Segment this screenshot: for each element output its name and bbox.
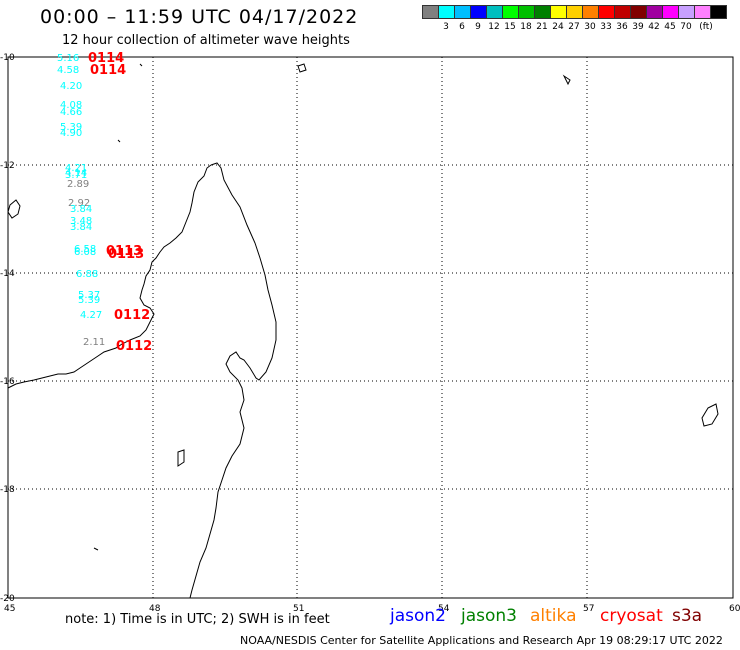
satellite-name: s3a — [672, 606, 703, 626]
color-scale-label: 6 — [459, 22, 465, 32]
wave-height-value: 2.89 — [67, 179, 89, 190]
color-scale-label: 70 — [680, 22, 692, 32]
wave-height-value: 4.20 — [60, 81, 82, 92]
wave-height-value: 6.88 — [76, 269, 98, 280]
color-scale-label: 15 — [504, 22, 516, 32]
color-scale-label: 12 — [488, 22, 500, 32]
wave-height-value: 4.58 — [57, 65, 79, 76]
island-outline — [701, 403, 719, 427]
lon-label: 51 — [293, 604, 304, 614]
color-scale-label: 18 — [520, 22, 532, 32]
wave-height-value: 3.71 — [65, 170, 87, 181]
wave-height-value: 3.84 — [70, 222, 92, 233]
wave-height-value: 2.11 — [83, 337, 105, 348]
wave-height-value: 5.39 — [60, 122, 82, 133]
lon-label: 57 — [583, 604, 594, 614]
wave-height-value: 6.58 — [74, 244, 96, 255]
wave-height-value: 5.16 — [57, 53, 79, 64]
color-scale-label: 42 — [648, 22, 660, 32]
island-outline — [7, 199, 21, 219]
lat-label: -16 — [0, 377, 15, 387]
map-frame — [7, 56, 734, 599]
island-outline — [297, 63, 307, 73]
wave-height-value: 4.90 — [60, 128, 82, 139]
footer-credit: NOAA/NESDIS Center for Satellite Applica… — [240, 634, 723, 647]
lon-label: 45 — [4, 604, 15, 614]
color-scale-unit: (ft) — [699, 22, 713, 32]
island-outline — [177, 449, 185, 467]
wave-height-value: 4.14 — [65, 168, 87, 179]
island-outline — [562, 74, 571, 86]
color-scale-label: 21 — [536, 22, 548, 32]
lat-label: -14 — [0, 269, 15, 279]
color-scale-label: 9 — [475, 22, 481, 32]
wave-height-value: 6.08 — [74, 247, 96, 258]
wave-height-value: 4.08 — [60, 100, 82, 111]
satellite-name: jason3 — [461, 606, 517, 626]
lat-label: -18 — [0, 485, 15, 495]
color-scale-label: 30 — [584, 22, 596, 32]
color-scale-label: 45 — [664, 22, 676, 32]
lon-label: 48 — [149, 604, 161, 614]
pass-time-label: 0112 — [114, 308, 150, 323]
color-scale-label: 39 — [632, 22, 644, 32]
satellite-name: jason2 — [390, 606, 446, 626]
wave-height-value: 3.84 — [70, 204, 92, 215]
pass-time-label: 0114 — [88, 51, 124, 66]
lon-label: 60 — [729, 604, 740, 614]
color-scale-label: 3 — [443, 22, 449, 32]
island-outline — [117, 139, 121, 143]
color-scale-label: 36 — [616, 22, 628, 32]
satellite-name: altika — [530, 606, 577, 626]
color-scale-label: 27 — [568, 22, 580, 32]
island-outline — [139, 63, 143, 67]
satellite-name: cryosat — [600, 606, 663, 626]
wave-height-value: 4.21 — [65, 163, 87, 174]
pass-time-label: 0113 — [108, 247, 144, 262]
footnote: note: 1) Time is in UTC; 2) SWH is in fe… — [65, 612, 330, 627]
wave-height-value: 3.48 — [70, 216, 92, 227]
lat-label: -10 — [0, 53, 15, 63]
page-subtitle: 12 hour collection of altimeter wave hei… — [62, 33, 350, 48]
pass-time-label: 0113 — [106, 244, 142, 259]
pass-time-label: 0112 — [116, 339, 152, 354]
wave-height-value: 5.39 — [78, 295, 100, 306]
wave-height-value: 5.37 — [78, 290, 100, 301]
lat-label: -20 — [0, 594, 15, 604]
wave-height-value: 4.27 — [80, 310, 102, 321]
lon-label: 54 — [438, 604, 450, 614]
lat-label: -12 — [0, 161, 15, 171]
page-title: 00:00 – 11:59 UTC 04/17/2022 — [40, 6, 359, 28]
color-swatch — [710, 5, 727, 19]
color-scale-label: 33 — [600, 22, 612, 32]
wave-height-value: 2.92 — [68, 198, 90, 209]
island-outline — [93, 547, 99, 551]
wave-height-value: 4.66 — [60, 107, 82, 118]
pass-time-label: 0114 — [90, 63, 126, 78]
coastline-madagascar — [7, 162, 277, 599]
color-scale-label: 24 — [552, 22, 564, 32]
